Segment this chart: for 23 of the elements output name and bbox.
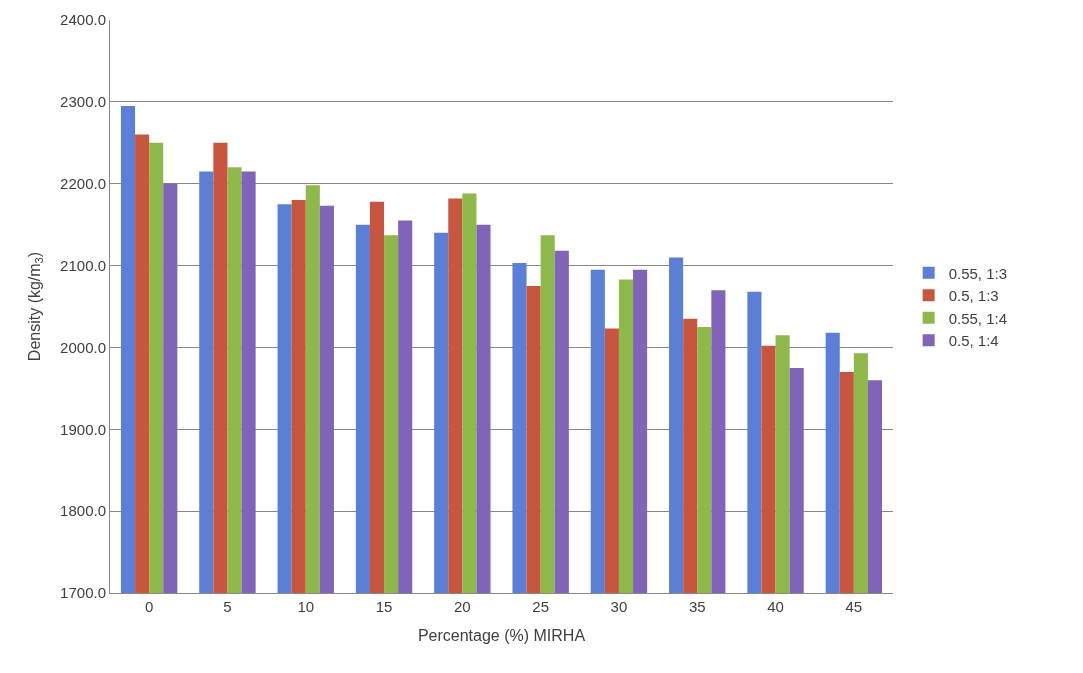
legend-label: 0.5, 1:3 — [948, 287, 999, 305]
x-tick-label: 5 — [223, 598, 232, 615]
y-tick-label: 1800.0 — [60, 502, 106, 520]
x-tick-label: 10 — [297, 598, 315, 615]
x-tick-label: 0 — [144, 598, 154, 615]
y-tick-label: 2200.0 — [60, 174, 106, 192]
y-tick-label: 2000.0 — [60, 338, 106, 356]
y-tick-label: 2100.0 — [60, 256, 106, 274]
y-tick-label: 1700.0 — [60, 584, 106, 602]
x-tick-label: 15 — [375, 598, 393, 615]
y-tick-label: 2300.0 — [60, 93, 106, 111]
x-tick-label: 35 — [688, 598, 706, 615]
legend-label: 0.55, 1:3 — [948, 264, 1008, 282]
x-tick-label: 20 — [454, 598, 471, 615]
legend-label: 0.55, 1:4 — [948, 309, 1008, 327]
x-tick-label: 25 — [532, 598, 549, 615]
x-tick-label: 40 — [767, 598, 784, 615]
x-tick-label: 30 — [610, 598, 628, 615]
y-tick-label: 1900.0 — [60, 420, 106, 438]
x-tick-label: 45 — [845, 598, 863, 615]
x-axis-title: Percentage (%) MIRHA — [417, 626, 586, 644]
legend-label: 0.5, 1:4 — [948, 332, 999, 350]
y-tick-label: 2400.0 — [60, 11, 106, 29]
